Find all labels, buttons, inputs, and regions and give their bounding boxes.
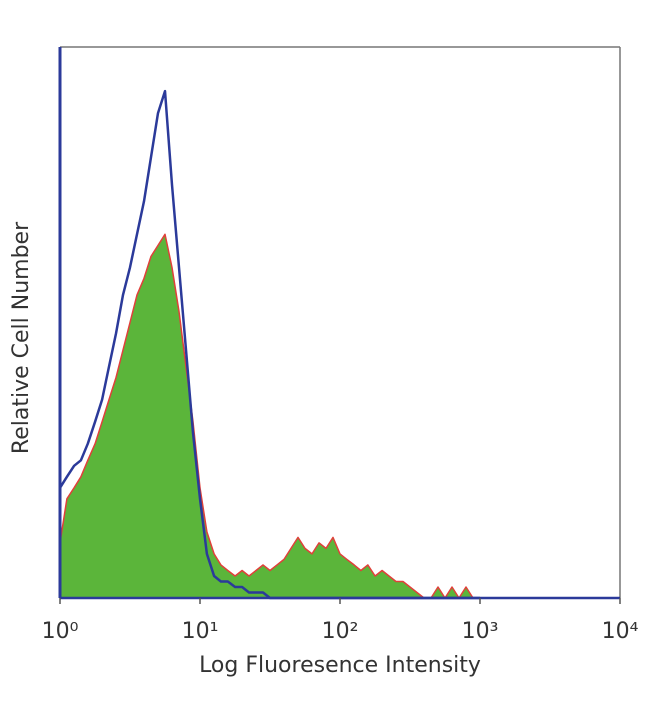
histogram-outline: [59, 233, 480, 599]
x-tick-label: 10¹: [182, 619, 219, 644]
x-tick-label: 10⁴: [602, 619, 639, 644]
x-tick-label: 10²: [322, 619, 359, 644]
x-axis-label: Log Fluoresence Intensity: [199, 653, 481, 678]
y-axis-label: Relative Cell Number: [9, 221, 34, 454]
area-fill: [60, 234, 480, 599]
x-tick-label: 10⁰: [42, 619, 79, 644]
x-tick-label: 10³: [462, 619, 499, 644]
